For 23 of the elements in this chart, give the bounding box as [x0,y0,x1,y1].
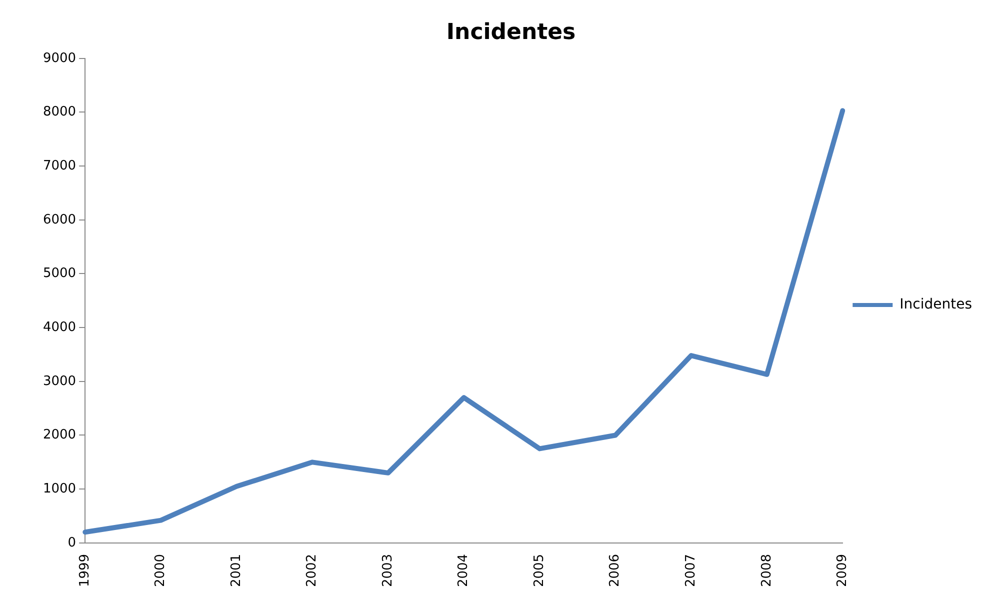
x-tick-label: 2003 [380,554,396,588]
y-tick-label: 3000 [42,374,76,389]
x-tick-label: 2001 [228,554,244,588]
y-tick-label: 8000 [42,104,76,120]
chart-title: Incidentes [446,20,576,45]
y-tick-label: 2000 [42,428,76,443]
y-tick-label: 4000 [42,320,76,335]
y-tick-label: 5000 [42,266,76,282]
x-tick-label: 2008 [759,554,774,588]
x-tick-label: 2007 [684,554,699,588]
x-tick-label: 2000 [153,554,168,588]
y-tick-label: 0 [68,535,76,550]
y-tick-label: 6000 [42,212,76,228]
y-tick-label: 1000 [42,481,76,496]
x-tick-label: 2004 [456,554,472,588]
y-tick-label: 9000 [42,50,76,66]
legend-label: Incidentes [900,296,972,313]
x-tick-label: 2002 [304,554,320,588]
x-tick-label: 1999 [77,554,92,588]
x-tick-label: 2006 [608,554,623,588]
x-tick-label: 2005 [532,554,547,588]
x-tick-label: 2009 [835,554,850,588]
y-tick-label: 7000 [42,158,76,174]
